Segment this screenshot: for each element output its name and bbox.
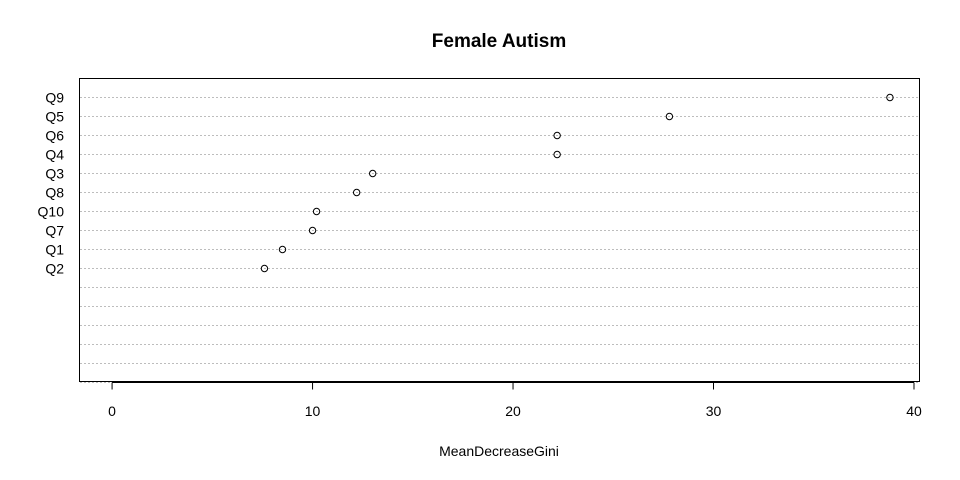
data-point bbox=[665, 112, 674, 121]
data-point bbox=[308, 226, 317, 235]
category-label: Q7 bbox=[45, 223, 64, 239]
x-axis-label: MeanDecreaseGini bbox=[439, 443, 559, 459]
category-label: Q4 bbox=[45, 147, 64, 163]
x-tick-label: 40 bbox=[906, 403, 922, 419]
data-point bbox=[260, 264, 269, 273]
category-label: Q8 bbox=[45, 185, 64, 201]
data-point bbox=[278, 245, 287, 254]
x-tick-label: 20 bbox=[505, 403, 521, 419]
x-tick-label: 30 bbox=[706, 403, 722, 419]
category-label: Q9 bbox=[45, 90, 64, 106]
data-points bbox=[260, 93, 894, 273]
x-axis: 0 10 20 30 40 bbox=[108, 382, 922, 419]
x-tick-label: 0 bbox=[108, 403, 116, 419]
plot-frame bbox=[79, 78, 920, 382]
category-label: Q10 bbox=[38, 204, 65, 220]
category-label: Q1 bbox=[45, 242, 64, 258]
gridlines bbox=[80, 97, 920, 383]
category-label: Q2 bbox=[45, 261, 64, 277]
data-point bbox=[312, 207, 321, 216]
category-label: Q3 bbox=[45, 166, 64, 182]
data-point bbox=[553, 131, 561, 140]
data-point bbox=[886, 93, 894, 102]
x-tick-label: 10 bbox=[305, 403, 321, 419]
data-point bbox=[352, 188, 361, 197]
category-labels: Q9 Q5 Q6 Q4 Q3 Q8 Q10 Q7 Q1 Q2 bbox=[38, 90, 65, 277]
data-point bbox=[553, 150, 561, 159]
data-point bbox=[368, 169, 377, 178]
category-label: Q6 bbox=[45, 128, 64, 144]
category-label: Q5 bbox=[45, 109, 64, 125]
chart-title: Female Autism bbox=[432, 31, 566, 52]
